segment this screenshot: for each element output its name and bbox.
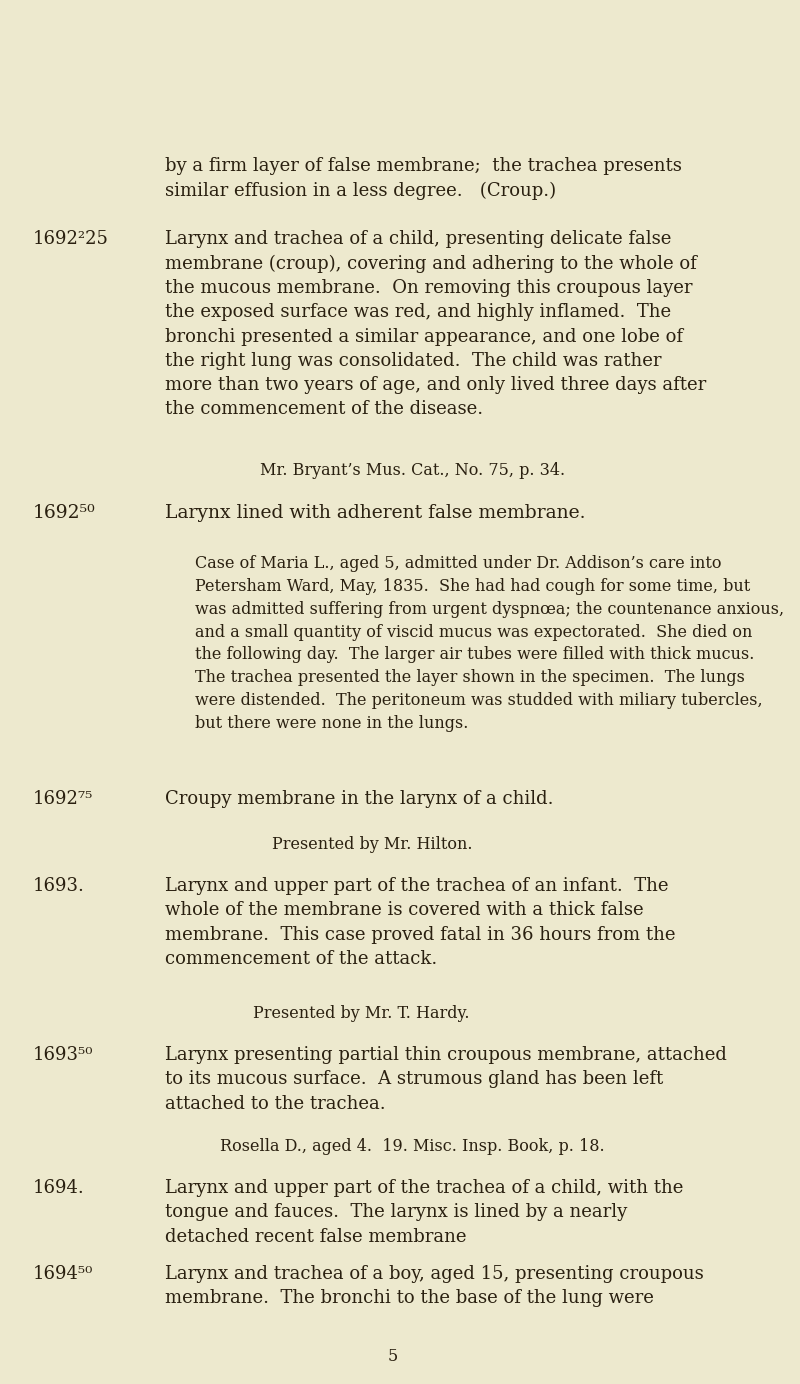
Text: Larynx and trachea of a child, presenting delicate false
membrane (croup), cover: Larynx and trachea of a child, presentin…	[165, 230, 706, 418]
Text: 1693⁵⁰: 1693⁵⁰	[33, 1046, 94, 1064]
Text: Larynx and upper part of the trachea of a child, with the
tongue and fauces.  Th: Larynx and upper part of the trachea of …	[165, 1179, 683, 1246]
Text: Mr. Bryant’s Mus. Cat., No. 75, p. 34.: Mr. Bryant’s Mus. Cat., No. 75, p. 34.	[260, 462, 565, 479]
Text: Larynx and trachea of a boy, aged 15, presenting croupous
membrane.  The bronchi: Larynx and trachea of a boy, aged 15, pr…	[165, 1265, 704, 1308]
Text: 1693.: 1693.	[33, 877, 85, 895]
Text: 1692⁷⁵: 1692⁷⁵	[33, 790, 94, 808]
Text: 1694⁵⁰: 1694⁵⁰	[33, 1265, 94, 1283]
Text: 1694.: 1694.	[33, 1179, 85, 1197]
Text: 1692²25: 1692²25	[33, 230, 109, 248]
Text: 1692⁵⁰: 1692⁵⁰	[33, 504, 96, 522]
Text: Rosella D., aged 4.  19. Misc. Insp. Book, p. 18.: Rosella D., aged 4. 19. Misc. Insp. Book…	[220, 1138, 605, 1156]
Text: by a firm layer of false membrane;  the trachea presents
similar effusion in a l: by a firm layer of false membrane; the t…	[165, 156, 682, 199]
Text: 5: 5	[388, 1348, 398, 1365]
Text: Presented by Mr. T. Hardy.: Presented by Mr. T. Hardy.	[253, 1005, 470, 1021]
Text: Larynx presenting partial thin croupous membrane, attached
to its mucous surface: Larynx presenting partial thin croupous …	[165, 1046, 727, 1113]
Text: Case of Maria L., aged 5, admitted under Dr. Addison’s care into
Petersham Ward,: Case of Maria L., aged 5, admitted under…	[195, 555, 784, 732]
Text: Croupy membrane in the larynx of a child.: Croupy membrane in the larynx of a child…	[165, 790, 554, 808]
Text: Larynx and upper part of the trachea of an infant.  The
whole of the membrane is: Larynx and upper part of the trachea of …	[165, 877, 675, 967]
Text: Larynx lined with adherent false membrane.: Larynx lined with adherent false membran…	[165, 504, 586, 522]
Text: Presented by Mr. Hilton.: Presented by Mr. Hilton.	[272, 836, 473, 853]
